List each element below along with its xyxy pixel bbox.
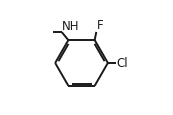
Text: NH: NH [62, 19, 80, 32]
Text: F: F [97, 19, 103, 32]
Text: Cl: Cl [117, 57, 128, 70]
